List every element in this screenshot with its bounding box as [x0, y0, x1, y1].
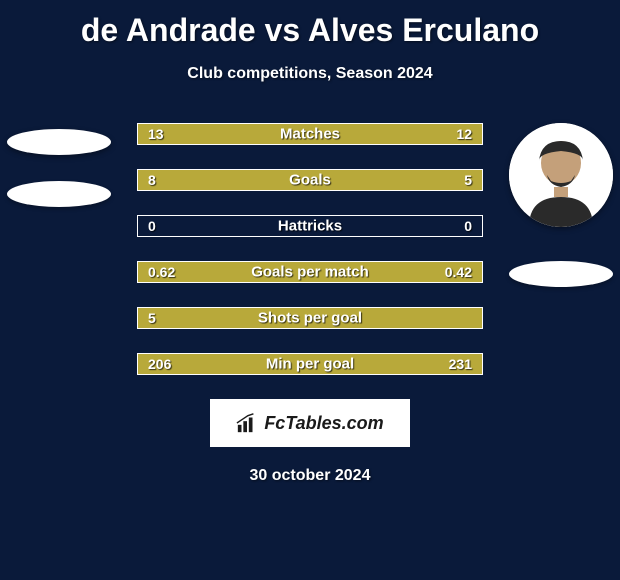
stat-row: 8 5 Goals	[137, 169, 483, 191]
stat-label: Shots per goal	[258, 310, 362, 327]
stat-row: 0.62 0.42 Goals per match	[137, 261, 483, 283]
logo-box: FcTables.com	[210, 399, 410, 447]
stat-value-right: 231	[449, 356, 472, 372]
page-subtitle: Club competitions, Season 2024	[0, 65, 620, 83]
player-right-column	[506, 123, 616, 287]
stat-row: 0 0 Hattricks	[137, 215, 483, 237]
stat-value-left: 13	[148, 126, 164, 142]
stat-value-left: 206	[148, 356, 171, 372]
stat-value-left: 0	[148, 218, 156, 234]
stats-list: 13 12 Matches 8 5 Goals 0 0 Hattricks 0.62 0.42 Goa…	[137, 123, 483, 375]
player-right-avatar	[509, 123, 613, 227]
player-right-flag	[509, 261, 613, 287]
player-left-column	[4, 123, 114, 207]
comparison-panel: 13 12 Matches 8 5 Goals 0 0 Hattricks 0.62 0.42 Goa…	[0, 123, 620, 375]
stat-value-right: 0.42	[445, 264, 472, 280]
stat-row: 13 12 Matches	[137, 123, 483, 145]
stat-label: Matches	[280, 126, 340, 143]
person-icon	[509, 123, 613, 227]
stat-label: Goals	[289, 172, 331, 189]
logo-text: FcTables.com	[264, 413, 383, 434]
stat-label: Goals per match	[251, 264, 369, 281]
stat-value-right: 5	[464, 172, 472, 188]
player-left-flag	[7, 181, 111, 207]
stat-value-right: 12	[456, 126, 472, 142]
stat-bar-right	[348, 170, 482, 190]
stat-label: Hattricks	[278, 218, 342, 235]
page-title: de Andrade vs Alves Erculano	[0, 0, 620, 49]
stat-value-left: 0.62	[148, 264, 175, 280]
stat-row: 5 Shots per goal	[137, 307, 483, 329]
player-left-avatar	[7, 129, 111, 155]
chart-icon	[236, 412, 258, 434]
stat-value-right: 0	[464, 218, 472, 234]
date-label: 30 october 2024	[0, 467, 620, 485]
stat-value-left: 8	[148, 172, 156, 188]
stat-row: 206 231 Min per goal	[137, 353, 483, 375]
stat-label: Min per goal	[266, 356, 354, 373]
stat-value-left: 5	[148, 310, 156, 326]
